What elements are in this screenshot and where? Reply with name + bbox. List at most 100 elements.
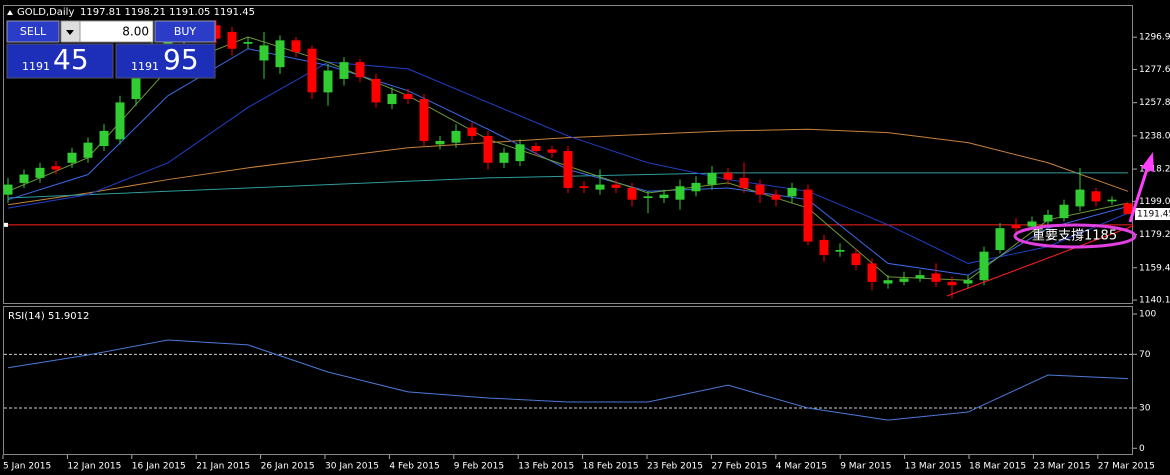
- x-tick-label: 13 Feb 2015: [518, 462, 574, 472]
- rsi-panel: [3, 306, 1133, 455]
- x-tick-label: 26 Jan 2015: [261, 462, 315, 472]
- x-tick-label: 16 Jan 2015: [132, 462, 186, 472]
- trade-panel: SELL 8.00 BUY 1191 45 1191 95: [6, 20, 216, 79]
- lots-value: 8.00: [122, 25, 149, 39]
- candle-body: [515, 144, 525, 162]
- x-tick-label: 4 Feb 2015: [389, 462, 439, 472]
- candle-body: [547, 149, 557, 153]
- candle-body: [707, 172, 717, 185]
- candle-body: [1107, 199, 1117, 202]
- x-tick-label: 5 Jan 2015: [3, 462, 51, 472]
- ask-small: 95: [163, 43, 199, 76]
- candle-body: [531, 146, 541, 152]
- bid-big: 1191: [22, 60, 50, 73]
- ask-box[interactable]: [115, 43, 216, 79]
- candle-body: [291, 40, 301, 53]
- x-tick-label: 9 Mar 2015: [840, 462, 891, 472]
- y-tick-label: 1199.00: [1139, 197, 1170, 207]
- candle-body: [627, 187, 637, 200]
- rsi-tick-label: 30: [1139, 404, 1151, 414]
- candle-body: [595, 184, 605, 190]
- bid-small: 45: [53, 43, 89, 76]
- candle-body: [259, 45, 269, 61]
- candle-body: [675, 186, 685, 200]
- chart-title: GOLD,Daily: [17, 7, 74, 18]
- candle-body: [963, 280, 973, 284]
- candle-body: [1075, 189, 1085, 207]
- candle-body: [579, 186, 589, 188]
- y-tick-label: 1159.40: [1139, 263, 1170, 273]
- candle-body: [339, 62, 349, 79]
- candle-body: [611, 184, 621, 188]
- y-tick-label: 1140.15: [1139, 296, 1170, 306]
- candle-body: [3, 184, 13, 195]
- candle-body: [211, 25, 221, 39]
- x-tick-label: 23 Mar 2015: [1033, 462, 1090, 472]
- y-tick-label: 1238.05: [1139, 131, 1170, 141]
- plot-area: 1296.90 1277.65 1257.85 1238.05 1218.25 1199.…: [2, 20, 1170, 472]
- candle-body: [931, 273, 941, 282]
- moving-average: [7, 128, 1129, 206]
- candle-body: [419, 99, 429, 141]
- arrow-head: [1141, 152, 1154, 172]
- candle-body: [691, 182, 701, 192]
- x-tick-label: 18 Feb 2015: [583, 462, 639, 472]
- candle-body: [83, 142, 93, 158]
- buy-label: BUY: [174, 25, 197, 38]
- x-tick-label: 27 Feb 2015: [711, 462, 767, 472]
- candle-body: [115, 102, 125, 140]
- dropdown-arrow: [66, 30, 74, 35]
- ask-big: 1191: [131, 60, 159, 73]
- candle-body: [99, 130, 109, 147]
- candle-body: [35, 167, 45, 178]
- main-panel: [3, 5, 1133, 304]
- candle-body: [355, 62, 365, 78]
- candle-body: [643, 196, 653, 199]
- candle-body: [563, 151, 573, 188]
- candle-body: [739, 177, 749, 188]
- candle-body: [947, 281, 957, 286]
- candle-body: [483, 135, 493, 163]
- candle-body: [723, 172, 733, 180]
- bid-box[interactable]: [6, 43, 114, 79]
- candle-body: [467, 127, 477, 136]
- candle-body: [755, 184, 765, 195]
- x-tick-label: 30 Jan 2015: [325, 462, 379, 472]
- candle-body: [307, 48, 317, 93]
- candle-body: [67, 152, 77, 163]
- candle-body: [899, 278, 909, 282]
- candle-body: [883, 280, 893, 284]
- rsi-tick-label: 70: [1139, 350, 1151, 360]
- sell-button[interactable]: [6, 20, 60, 43]
- y-tick-label: 1257.85: [1139, 98, 1170, 108]
- rsi-line: [7, 339, 1129, 421]
- support-marker: [4, 222, 8, 227]
- lots-input[interactable]: [79, 20, 154, 43]
- annotation-ellipse: [1013, 223, 1137, 249]
- candle-body: [227, 31, 237, 49]
- buy-button[interactable]: [154, 20, 216, 43]
- candle-body: [1059, 204, 1069, 219]
- rsi-title: RSI(14) 51.9012: [8, 311, 89, 322]
- candle-body: [19, 174, 29, 183]
- candle-body: [371, 78, 381, 103]
- candle-body: [1011, 224, 1021, 229]
- candle-body: [51, 166, 61, 170]
- x-tick-label: 27 Mar 2015: [1098, 462, 1155, 472]
- candle-body: [979, 251, 989, 281]
- x-tick-label: 23 Feb 2015: [647, 462, 703, 472]
- y-tick-label: 1277.65: [1139, 65, 1170, 75]
- y-tick-label: 1296.90: [1139, 33, 1170, 43]
- candle-body: [835, 250, 845, 252]
- candle-body: [323, 70, 333, 93]
- x-tick-label: 4 Mar 2015: [776, 462, 827, 472]
- candle-body: [915, 275, 925, 279]
- candle-body: [435, 140, 445, 145]
- x-tick-label: 13 Mar 2015: [905, 462, 962, 472]
- annotation: 重要支撐1185: [1032, 228, 1117, 244]
- candle-body: [387, 94, 397, 105]
- candle-body: [1123, 203, 1133, 215]
